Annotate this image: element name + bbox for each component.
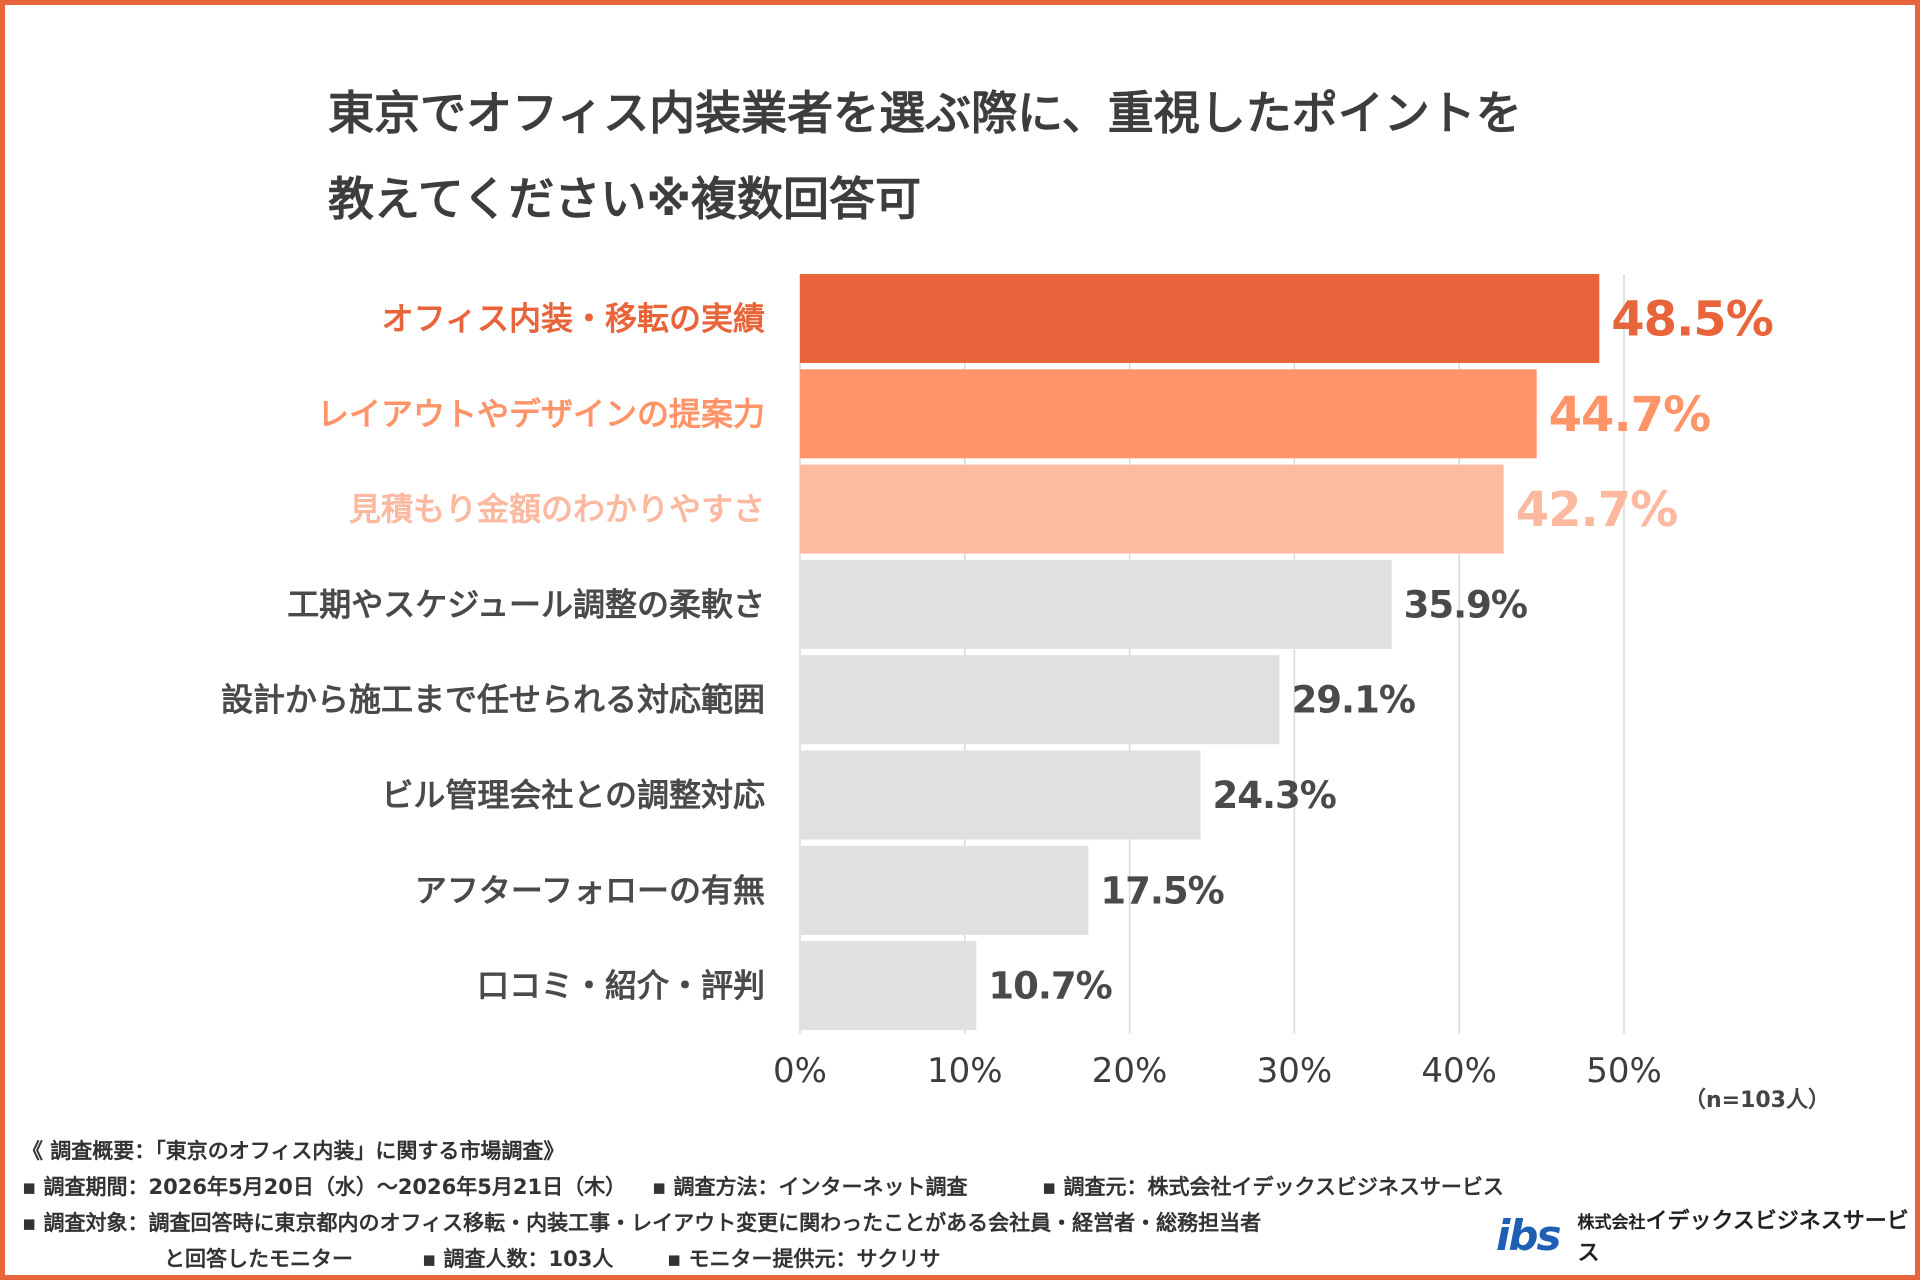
x-tick-label: 50% [1586,1051,1662,1090]
survey-method: ▪ 調査方法：インターネット調査 [652,1175,968,1199]
category-labels: オフィス内装・移転の実績レイアウトやデザインの提案力見積もり金額のわかりやすさ工… [221,300,765,1005]
x-tick-label: 30% [1257,1051,1333,1090]
value-label: 24.3% [1212,774,1335,817]
x-tick-label: 40% [1421,1051,1497,1090]
survey-source: ▪ 調査元：株式会社イデックスビジネスサービス [1042,1175,1504,1199]
value-label: 42.7% [1516,482,1678,538]
category-label: アフターフォローの有無 [415,871,765,909]
category-label: オフィス内装・移転の実績 [382,300,765,338]
value-label: 35.9% [1404,583,1527,626]
company-name-main: イデックスビジネスサービス [1577,1209,1909,1266]
value-label: 17.5% [1100,869,1223,912]
category-label: 工期やスケジュール調整の柔軟さ [287,585,765,623]
survey-count: ▪ 調査人数：103人 [422,1247,614,1271]
category-label: 見積もり金額のわかりやすさ [349,490,765,528]
x-axis-ticks: 0% 10% 20% 30% 40% 50% [773,1051,1662,1090]
bar [800,845,1089,935]
sample-size-note: （n=103人） [1683,1088,1830,1113]
chart-title-line-1: 東京でオフィス内装業者を選ぶ際に、重視したポイントを [328,86,1522,140]
value-labels: 48.5% 44.7% 42.7% 35.9% 29.1% 24.3% 17.5% 10.7% [988,292,1773,1008]
company-logo: ibs 株式会社イデックスビジネスサービス [1496,1209,1920,1266]
survey-target-cont: と回答したモニター [164,1247,353,1271]
category-label: ビル管理会社との調整対応 [381,776,765,814]
survey-period: ▪ 調査期間：2026年5月20日（水）〜2026年5月21日（木） [22,1175,627,1199]
value-label: 44.7% [1549,387,1711,443]
category-label: 設計から施工まで任せられる対応範囲 [221,681,765,719]
chart-title: 東京でオフィス内装業者を選ぶ際に、重視したポイントを 教えてください※複数回答可 [328,70,1828,242]
bar [800,941,977,1031]
bar [800,369,1537,459]
category-label: 口コミ・紹介・評判 [477,967,765,1005]
chart-title-line-2: 教えてください※複数回答可 [328,172,922,226]
x-tick-label: 10% [927,1051,1003,1090]
x-tick-label: 0% [773,1051,827,1090]
value-label: 48.5% [1611,292,1773,348]
survey-provider: ▪ モニター提供元：サクリサ [667,1247,941,1271]
bar [800,464,1504,554]
bar-chart: オフィス内装・移転の実績レイアウトやデザインの提案力見積もり金額のわかりやすさ工… [221,274,1774,1090]
bar [800,274,1600,363]
bars [800,274,1600,1031]
company-name: 株式会社イデックスビジネスサービス [1577,1203,1920,1267]
category-label: レイアウトやデザインの提案力 [317,395,765,433]
x-tick-label: 20% [1092,1051,1168,1090]
value-label: 29.1% [1292,679,1415,722]
bar [800,655,1280,745]
value-label: 10.7% [988,965,1111,1008]
bar [800,750,1201,840]
company-prefix: 株式会社 [1577,1213,1646,1233]
survey-target: ▪ 調査対象：調査回答時に東京都内のオフィス移転・内装工事・レイアウト変更に関わ… [22,1211,1262,1235]
ibs-logo-icon: ibs [1496,1210,1561,1260]
survey-heading: 《 調査概要：「東京のオフィス内装」に関する市場調査》 [22,1139,565,1163]
bar [800,559,1392,649]
